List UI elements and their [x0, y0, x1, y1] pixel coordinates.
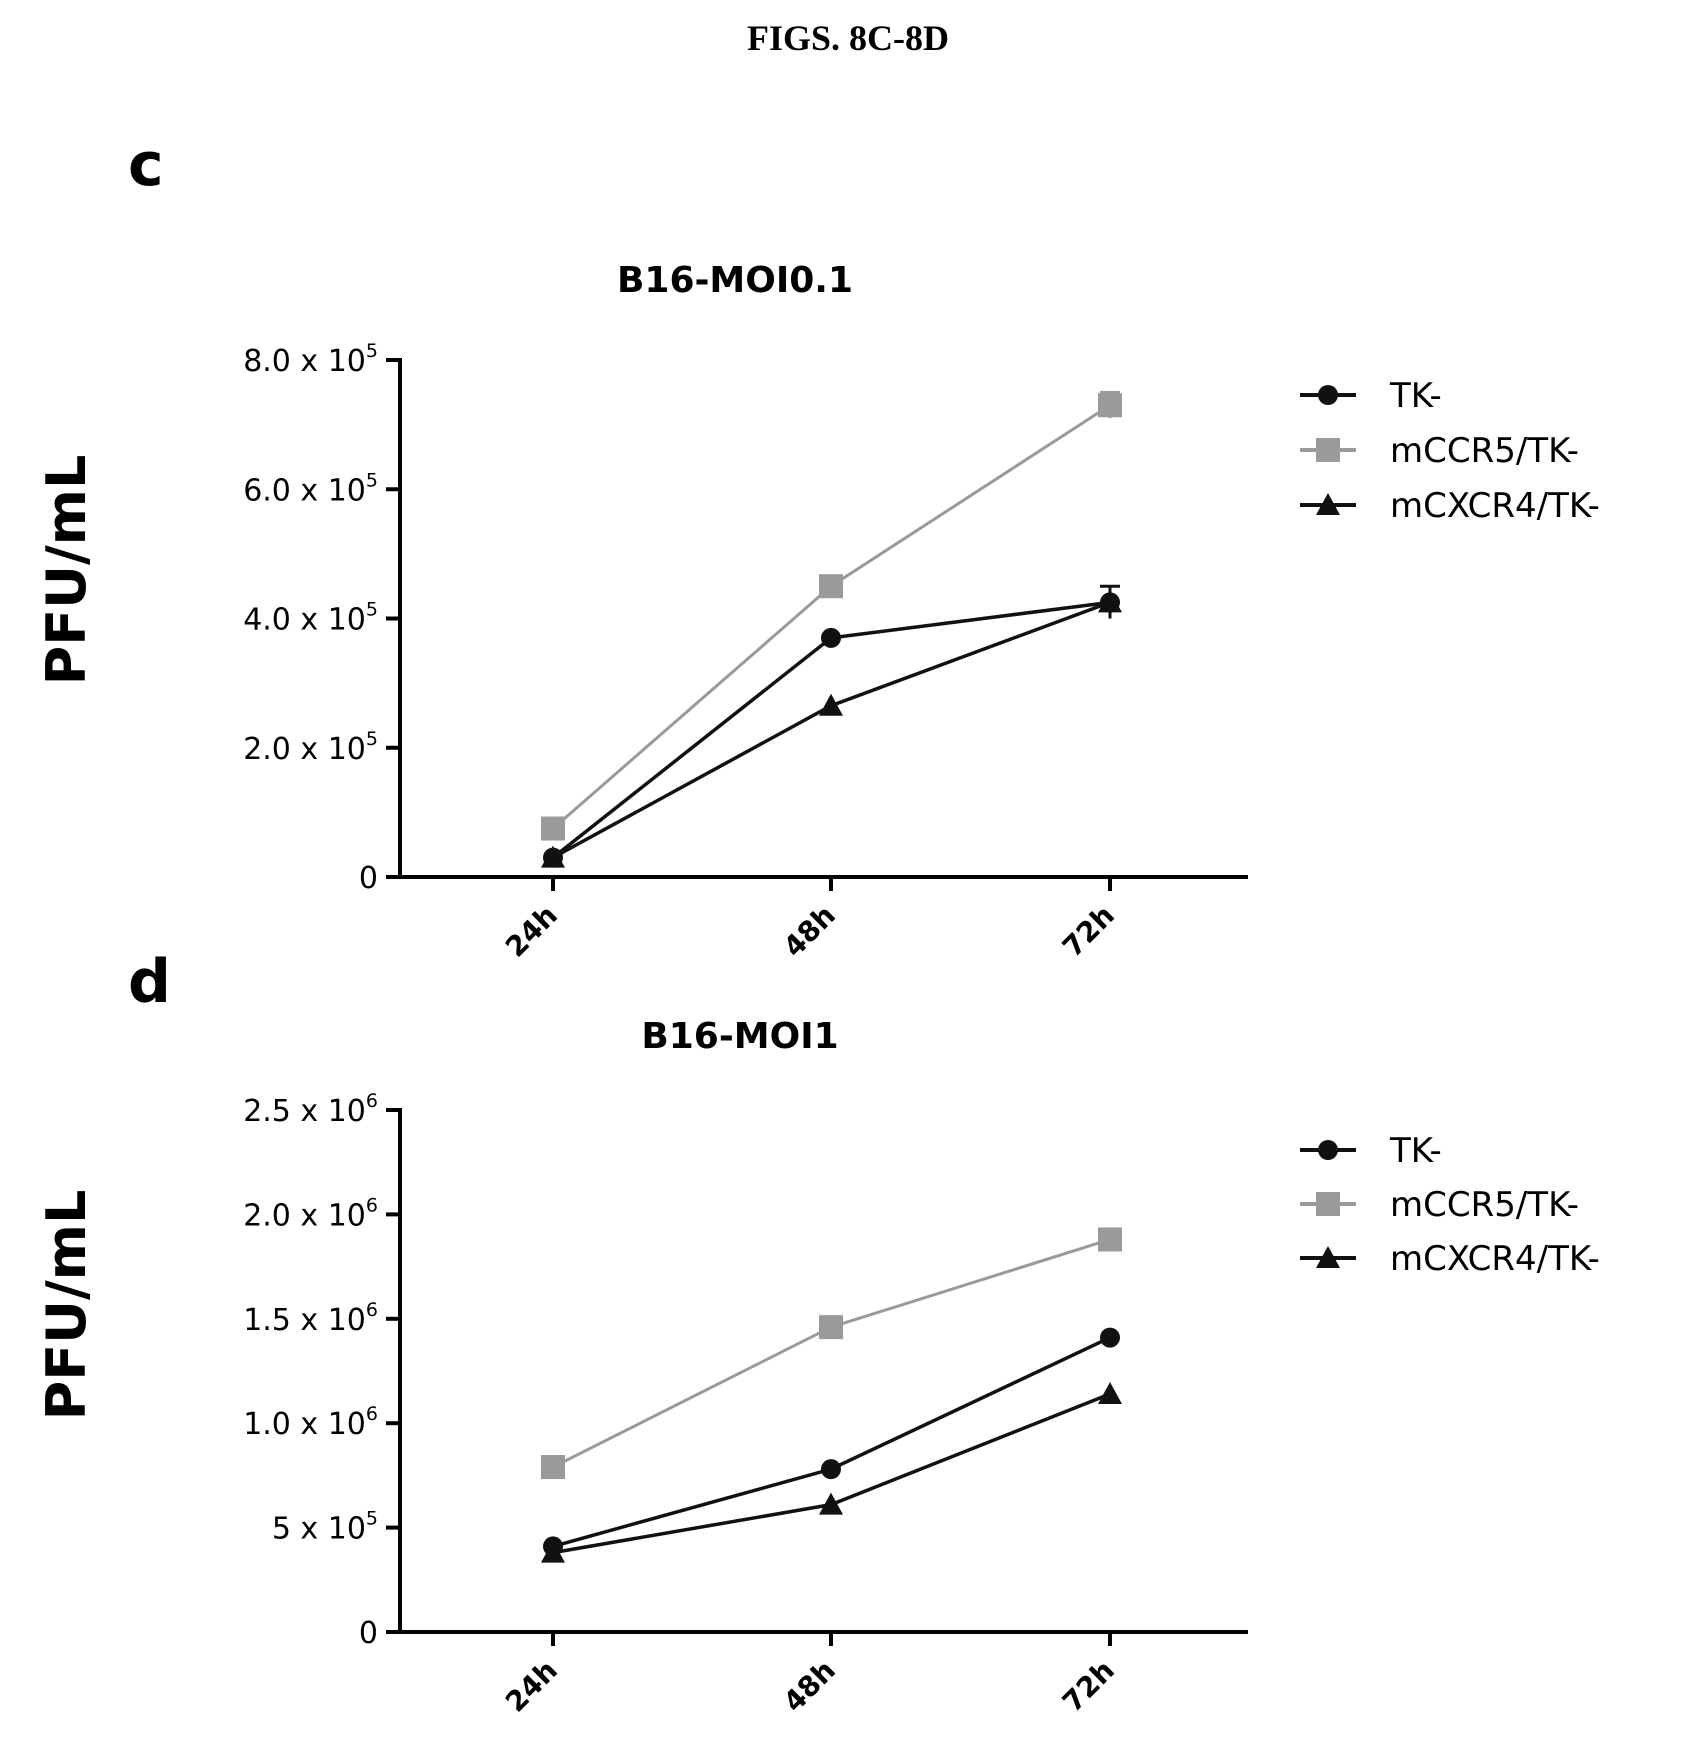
legend-label: TK- — [1389, 1131, 1442, 1171]
data-point-tk-c — [821, 627, 841, 648]
legend-entry-tk-c: TK- — [1300, 376, 1442, 416]
series-mccr5-tk-c — [541, 390, 1122, 841]
x-ticks-c: 24h 48h 72h — [499, 877, 1121, 964]
legend-entry-mcxcr4-tk-c: mCXCR4/TK- — [1300, 486, 1600, 526]
axes-d — [398, 1108, 1248, 1634]
data-point-mcxcr4-tk-c — [819, 693, 843, 716]
data-point-tk-d — [1100, 1327, 1120, 1348]
y-tick-label-c: 8.0 x 105 — [243, 340, 378, 379]
series-line-mccr5-tk-c — [552, 403, 1111, 830]
legend-marker-square — [1316, 1192, 1340, 1216]
legend-entry-mcxcr4-tk-d: mCXCR4/TK- — [1300, 1239, 1600, 1279]
series-mcxcr4-tk-d — [541, 1381, 1122, 1563]
legend-entry-mccr5-tk-c: mCCR5/TK- — [1300, 431, 1579, 471]
legend-c: TK-mCCR5/TK-mCXCR4/TK- — [1300, 376, 1600, 526]
y-tick-label-c: 4.0 x 105 — [243, 599, 378, 638]
x-tick-label-d: 72h — [1056, 1654, 1121, 1719]
legend-marker-circle — [1318, 1140, 1338, 1160]
panel-letter-c: c — [128, 130, 164, 200]
y-tick-label-d: 0 — [359, 1616, 378, 1651]
series-d — [541, 1227, 1122, 1563]
data-point-mcxcr4-tk-d — [1098, 1381, 1122, 1404]
series-tk-c — [543, 592, 1120, 868]
legend-label: mCXCR4/TK- — [1390, 1239, 1600, 1279]
y-axis-label-d: PFU/mL — [35, 1190, 98, 1421]
data-point-mccr5-tk-c — [1098, 393, 1122, 418]
y-tick-label-d: 1.5 x 106 — [243, 1299, 378, 1338]
chart-panel-c: c B16-MOI0.1 PFU/mL 0 2.0 x 105 4.0 x 105 6… — [35, 130, 1600, 964]
series-mcxcr4-tk-c — [541, 584, 1122, 868]
data-point-mcxcr4-tk-c — [541, 845, 565, 868]
x-tick-label-d: 24h — [499, 1654, 564, 1719]
chart-panel-d: d B16-MOI1 PFU/mL 0 5 x 105 1.0 x 106 1.5 x… — [35, 947, 1600, 1719]
legend-marker-circle — [1318, 385, 1338, 405]
y-tick-label-d: 2.5 x 106 — [243, 1090, 378, 1129]
legend-label: TK- — [1389, 376, 1442, 416]
series-c — [541, 390, 1122, 868]
axes-c — [398, 358, 1248, 879]
data-point-mccr5-tk-d — [541, 1455, 565, 1480]
y-axis-label-c: PFU/mL — [35, 455, 98, 686]
x-tick-label-c: 48h — [777, 899, 842, 964]
figure-title: FIGS. 8C-8D — [747, 18, 949, 58]
x-tick-label-d: 48h — [777, 1654, 842, 1719]
x-tick-label-c: 72h — [1056, 899, 1121, 964]
panel-letter-d: d — [128, 947, 171, 1017]
legend-entry-mccr5-tk-d: mCCR5/TK- — [1300, 1185, 1579, 1225]
series-line-tk-d — [552, 1336, 1111, 1549]
data-point-mccr5-tk-c — [819, 574, 843, 599]
legend-marker-triangle — [1316, 1246, 1340, 1268]
data-point-mcxcr4-tk-c — [1098, 590, 1122, 613]
legend-entry-tk-d: TK- — [1300, 1131, 1442, 1171]
data-point-mccr5-tk-d — [819, 1315, 843, 1340]
chart-title-c: B16-MOI0.1 — [617, 260, 853, 301]
y-ticks-c: 0 2.0 x 105 4.0 x 105 6.0 x 105 8.0 x 105 — [243, 340, 400, 896]
y-tick-label-c: 6.0 x 105 — [243, 469, 378, 508]
data-point-tk-d — [821, 1459, 841, 1480]
series-line-mccr5-tk-d — [552, 1238, 1111, 1469]
legend-marker-triangle — [1316, 493, 1340, 515]
chart-title-d: B16-MOI1 — [641, 1016, 838, 1057]
y-tick-label-d: 5 x 105 — [272, 1508, 378, 1547]
data-point-mcxcr4-tk-d — [819, 1492, 843, 1515]
x-ticks-d: 24h 48h 72h — [499, 1632, 1121, 1719]
series-mccr5-tk-d — [541, 1227, 1122, 1480]
legend-d: TK-mCCR5/TK-mCXCR4/TK- — [1300, 1131, 1600, 1279]
legend-label: mCXCR4/TK- — [1390, 486, 1600, 526]
data-point-mcxcr4-tk-d — [541, 1540, 565, 1563]
data-point-mccr5-tk-c — [541, 816, 565, 841]
x-tick-label-c: 24h — [499, 899, 564, 964]
y-tick-label-c: 2.0 x 105 — [243, 728, 378, 767]
legend-label: mCCR5/TK- — [1390, 1185, 1579, 1225]
legend-marker-square — [1316, 438, 1340, 462]
y-tick-label-c: 0 — [359, 861, 378, 896]
legend-label: mCCR5/TK- — [1390, 431, 1579, 471]
y-tick-label-d: 2.0 x 106 — [243, 1194, 378, 1233]
data-point-mccr5-tk-d — [1098, 1227, 1122, 1252]
series-tk-d — [543, 1327, 1120, 1557]
y-ticks-d: 0 5 x 105 1.0 x 106 1.5 x 106 2.0 x 106 2.5 x… — [243, 1090, 400, 1651]
y-tick-label-d: 1.0 x 106 — [243, 1403, 378, 1442]
